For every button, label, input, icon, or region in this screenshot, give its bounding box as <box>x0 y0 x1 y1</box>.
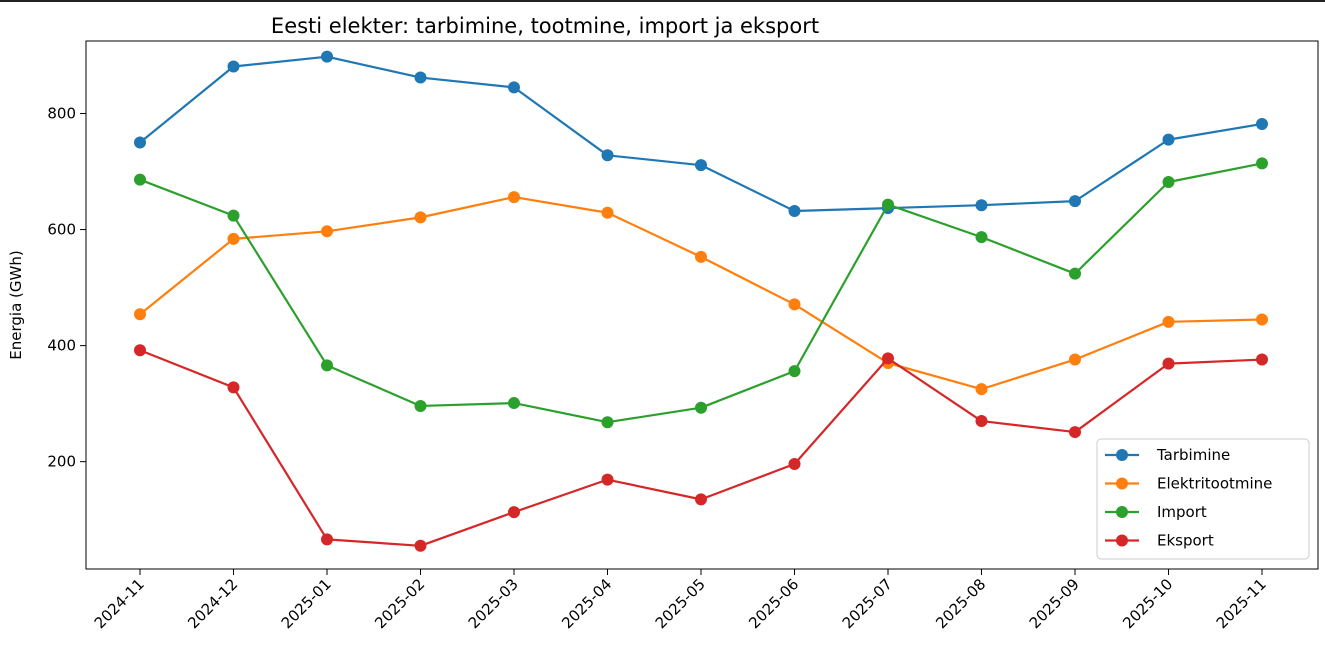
legend-item: Import <box>1105 503 1207 521</box>
chart-title: Eesti elekter: tarbimine, tootmine, impo… <box>271 14 819 38</box>
legend-marker <box>1116 506 1128 518</box>
data-point <box>414 211 427 224</box>
data-point <box>508 506 520 519</box>
data-point <box>1256 353 1268 366</box>
data-point <box>975 415 988 428</box>
data-point <box>975 383 988 396</box>
data-point <box>508 81 520 94</box>
legend: Tarbimine Elektritootmine Import Eksport <box>1096 438 1310 560</box>
data-point <box>975 199 988 212</box>
x-tick-label: 2025-05 <box>652 575 709 632</box>
data-point <box>695 250 707 263</box>
series-eksport <box>134 344 1268 552</box>
data-point <box>601 206 614 219</box>
y-tick-label: 400 <box>47 337 76 355</box>
data-point <box>601 473 614 486</box>
x-tick-label: 2025-08 <box>932 575 989 632</box>
legend-item: Elektritootmine <box>1105 475 1272 493</box>
legend-label: Eksport <box>1157 532 1214 550</box>
data-point <box>788 298 801 311</box>
legend-marker <box>1116 477 1128 490</box>
legend-label: Import <box>1157 503 1207 521</box>
data-point <box>227 381 240 394</box>
data-point <box>227 209 240 222</box>
data-point <box>1256 313 1268 326</box>
data-point <box>414 539 427 552</box>
x-tick-label: 2025-07 <box>839 575 896 632</box>
data-point <box>414 399 427 412</box>
data-point <box>1162 315 1175 328</box>
data-point <box>601 149 614 162</box>
legend-marker <box>1116 449 1128 461</box>
legend-box <box>1096 438 1310 560</box>
top-border <box>0 0 1325 2</box>
series-line <box>139 55 1263 213</box>
data-point <box>321 50 333 63</box>
y-tick-label: 200 <box>47 453 76 471</box>
x-tick-label: 2025-10 <box>1119 575 1176 632</box>
y-axis: 200 400 600 800 <box>47 105 86 471</box>
data-point <box>1162 357 1175 370</box>
x-tick-label: 2025-06 <box>745 575 802 632</box>
data-point <box>695 401 707 414</box>
data-point <box>1162 175 1175 188</box>
data-point <box>788 205 801 218</box>
data-point <box>601 416 614 429</box>
data-point <box>695 493 707 506</box>
data-point <box>134 308 146 321</box>
data-point <box>788 457 801 470</box>
x-axis: 2024-11 2024-12 2025-01 2025-02 2025-03 2025-… <box>91 569 1270 632</box>
legend-label: Tarbimine <box>1156 446 1230 464</box>
data-point <box>1069 267 1081 280</box>
data-point <box>414 71 427 84</box>
legend-label: Elektritootmine <box>1157 475 1272 493</box>
series-line <box>139 349 1263 547</box>
data-point <box>227 60 240 73</box>
y-tick-label: 800 <box>47 105 76 123</box>
legend-item: Eksport <box>1105 532 1214 550</box>
data-point <box>321 359 333 372</box>
x-tick-label: 2025-09 <box>1026 575 1083 632</box>
x-tick-label: 2025-02 <box>371 575 428 632</box>
y-axis-label: Energia (GWh) <box>7 250 25 359</box>
data-point <box>1069 426 1081 439</box>
data-point <box>882 352 894 365</box>
data-point <box>227 232 240 245</box>
data-point <box>134 344 146 357</box>
legend-marker <box>1116 534 1128 547</box>
x-tick-label: 2025-04 <box>558 575 615 632</box>
data-point <box>1162 133 1175 146</box>
x-tick-label: 2025-03 <box>465 575 522 632</box>
x-tick-label: 2025-01 <box>278 575 335 632</box>
data-point <box>321 533 333 546</box>
plot-area <box>85 40 1319 570</box>
data-point <box>1069 195 1081 208</box>
legend-item: Tarbimine <box>1105 446 1230 464</box>
data-point <box>508 397 520 410</box>
x-tick-label: 2024-12 <box>184 575 241 632</box>
data-point <box>134 173 146 186</box>
data-point <box>1256 157 1268 170</box>
series-tarbimine <box>134 50 1268 218</box>
data-point <box>1256 117 1268 130</box>
y-tick-label: 600 <box>47 221 76 239</box>
data-point <box>695 159 707 172</box>
data-point <box>508 191 520 204</box>
data-point <box>321 225 333 238</box>
data-point <box>975 231 988 244</box>
data-point <box>882 198 894 211</box>
x-tick-label: 2024-11 <box>91 575 148 632</box>
series-elektritootmine <box>134 191 1268 396</box>
data-point <box>788 365 801 378</box>
series-line <box>139 195 1263 391</box>
data-point <box>1069 353 1081 366</box>
series-line <box>139 162 1263 424</box>
x-tick-label: 2025-11 <box>1213 575 1270 632</box>
series-layer <box>134 50 1268 552</box>
series-import <box>134 157 1268 429</box>
data-point <box>134 136 146 149</box>
